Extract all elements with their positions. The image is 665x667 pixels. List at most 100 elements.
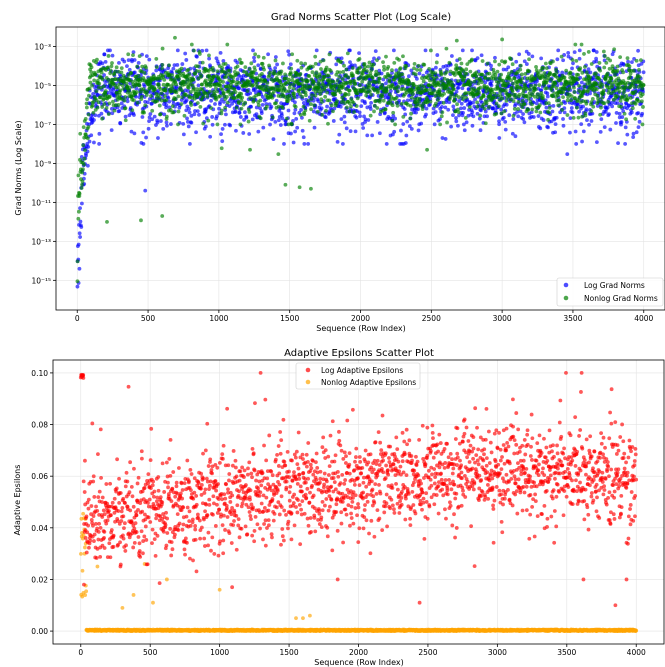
log-grad-norm-point [214,56,219,61]
log-grad-norm-point [288,62,293,67]
nonlog-grad-norm-point [618,55,623,60]
nonlog-grad-norm-point [91,99,96,104]
nonlog-grad-norm-point [504,98,509,103]
log-grad-norm-point [118,121,123,126]
log-grad-norm-point [335,139,340,144]
log-grad-norm-point [286,108,291,113]
nonlog-grad-norm-point [450,83,455,88]
nonlog-grad-norm-point [344,67,349,72]
nonlog-grad-norm-point [188,90,193,94]
log-grad-norm-point [192,112,197,117]
log-grad-norm-point [433,65,438,70]
nonlog-grad-norm-point [177,76,181,81]
nonlog-grad-norm-point [602,65,607,70]
log-grad-norm-point [513,134,518,139]
nonlog-grad-norm-point [170,73,175,77]
nonlog-grad-norm-point [425,147,429,152]
log-grad-norm-point [222,99,226,104]
log-grad-norm-point [252,55,256,60]
nonlog-grad-norm-point [528,87,532,92]
nonlog-grad-norm-point [396,84,400,89]
x-tick-label: 1500 [280,314,299,323]
nonlog-grad-norm-point [475,100,480,105]
log-grad-norm-point [470,48,474,53]
nonlog-grad-norm-point [355,91,360,96]
nonlog-grad-norm-point [309,186,313,191]
log-grad-norm-point [516,114,521,119]
log-grad-norm-point [614,121,618,125]
log-grad-norm-point [262,75,267,79]
nonlog-grad-norm-point [302,112,307,117]
log-grad-norm-point [518,109,523,114]
nonlog-grad-norm-point [122,98,127,103]
log-grad-norm-point [358,114,362,118]
nonlog-grad-norm-point [547,110,551,115]
log-grad-norm-point [451,113,455,117]
nonlog-grad-norm-point [392,60,397,65]
nonlog-grad-norm-point [123,118,128,123]
nonlog-grad-norm-point [619,104,624,109]
y-tick-label: 10⁻¹¹ [31,198,51,207]
log-grad-norm-point [189,113,194,118]
nonlog-grad-norm-point [428,87,433,92]
nonlog-grad-norm-point [570,58,575,62]
nonlog-grad-norm-point [398,66,403,71]
nonlog-grad-norm-point [615,64,620,69]
nonlog-grad-norm-point [283,89,288,94]
log-grad-norm-point [556,48,561,53]
nonlog-grad-norm-point [316,89,321,94]
nonlog-grad-norm-point [273,58,278,63]
log-grad-norm-point [574,142,579,146]
nonlog-grad-norm-point [180,88,184,93]
log-grad-norm-point [210,122,215,127]
nonlog-grad-norm-point [372,109,376,114]
nonlog-grad-norm-point [557,98,562,103]
nonlog-grad-norm-point [578,66,583,70]
nonlog-grad-norm-point [508,92,513,97]
nonlog-grad-norm-point [310,70,315,75]
nonlog-grad-norm-point [487,71,492,76]
nonlog-grad-norm-point [89,70,94,74]
nonlog-grad-norm-point [179,66,184,71]
nonlog-grad-norm-point [293,104,298,109]
log-grad-norm-point [291,119,295,123]
nonlog-grad-norm-point [445,120,449,125]
nonlog-grad-norm-point [261,55,266,60]
nonlog-grad-norm-point [338,90,343,95]
log-grad-norm-point [603,110,608,114]
log-grad-norm-point [235,77,240,81]
nonlog-grad-norm-point [346,75,351,80]
log-grad-norm-point [331,119,336,123]
log-grad-norm-point [217,106,221,111]
nonlog-grad-norm-point [157,95,162,100]
nonlog-grad-norm-point [345,80,350,85]
log-grad-norm-point [636,111,641,115]
log-grad-norm-point [503,119,508,124]
nonlog-grad-norm-point [465,62,470,67]
log-grad-norm-point [588,70,593,75]
nonlog-grad-norm-point [257,92,261,97]
log-grad-norm-point [391,48,396,53]
nonlog-grad-norm-point [464,67,469,72]
nonlog-grad-norm-point [270,115,275,120]
log-grad-norm-point [457,113,461,118]
nonlog-grad-norm-point [496,104,501,109]
nonlog-grad-norm-point [338,70,342,75]
nonlog-grad-norm-point [127,85,132,90]
log-grad-norm-point [447,100,452,105]
log-grad-norm-point [289,131,293,136]
nonlog-grad-norm-point [88,80,93,85]
log-grad-norm-point [641,70,646,75]
log-grad-norm-point [560,70,565,75]
nonlog-grad-norm-point [605,71,610,76]
nonlog-grad-norm-point [238,122,243,127]
nonlog-grad-norm-point [295,78,300,83]
nonlog-grad-norm-point [600,82,605,87]
nonlog-grad-norm-point [109,64,114,69]
nonlog-grad-norm-point [427,67,432,71]
nonlog-grad-norm-point [85,136,90,141]
log-grad-norm-point [546,125,550,130]
nonlog-grad-norm-point [613,73,617,78]
log-grad-norm-point [227,104,232,108]
nonlog-grad-norm-point [243,100,248,105]
